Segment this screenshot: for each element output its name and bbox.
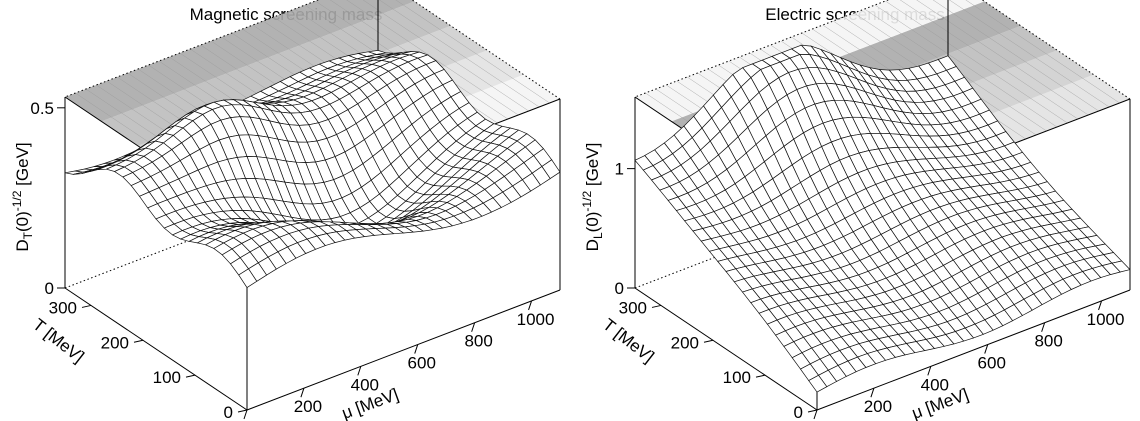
y-tick-mark [807, 409, 818, 413]
x-tick-label: 1000 [517, 310, 555, 329]
z-label-base: D [13, 239, 32, 251]
projection-grid-line [885, 0, 1068, 124]
electric-surface-plot: Electric screening mass02004006008001000… [580, 0, 1131, 421]
mesh-cell [238, 268, 258, 289]
y-axis-label: T [MeV] [599, 315, 657, 366]
surface-mesh [634, 44, 1131, 393]
y-axis-label: T [MeV] [29, 315, 87, 366]
y-tick-label: 0 [794, 403, 803, 421]
x-tick-mark [813, 409, 818, 420]
z-axis-label: DT(0)-1/2 [GeV] [10, 142, 35, 251]
x-tick-label: 600 [408, 354, 436, 373]
x-tick-mark [471, 322, 476, 332]
x-tick-label: 0 [246, 419, 255, 421]
magnetic-surface-plot: Magnetic screening mass02004006008001000… [10, 0, 561, 421]
projection-grid-line [395, 0, 550, 104]
magnetic-chart-panel: Magnetic screening mass02004006008001000… [10, 0, 561, 421]
x-tick-label: 200 [864, 397, 892, 416]
x-tick-mark [984, 344, 989, 354]
projection-grid-line [949, 0, 1110, 108]
y-tick-label: 300 [49, 298, 77, 317]
x-tick-mark [414, 344, 419, 354]
projection-grid-line [874, 4, 1058, 128]
x-tick-label: 400 [921, 375, 949, 394]
y-tick-label: 100 [153, 368, 181, 387]
box-edge-hidden [981, 0, 1131, 100]
x-tick-mark [357, 366, 362, 376]
z-tick-label: 0 [45, 279, 54, 298]
z-label-unit: [GeV] [13, 142, 32, 190]
projection-band [65, 0, 415, 122]
z-tick-label: 0.5 [30, 99, 54, 118]
projection-grid-line [379, 0, 540, 108]
y-tick-label: 0 [224, 403, 233, 421]
z-label-unit: [GeV] [583, 143, 602, 191]
z-axis-label: DL(0)-1/2 [GeV] [580, 143, 605, 252]
x-tick-mark [927, 366, 932, 376]
z-label-sup: -1/2 [580, 191, 594, 212]
y-tick-mark [81, 304, 92, 308]
box-edge [816, 289, 1131, 411]
z-label-base: D [583, 239, 602, 251]
projection-grid-line [965, 0, 1120, 104]
box-edge [64, 287, 248, 411]
projection-grid-line [362, 0, 529, 112]
mesh-cell [808, 374, 828, 393]
y-tick-label: 200 [671, 333, 699, 352]
y-tick-mark [237, 409, 248, 413]
z-label-sup: -1/2 [10, 190, 24, 211]
x-tick-mark [243, 409, 248, 420]
projection-grid-line [346, 0, 519, 116]
box-edge-hidden [411, 0, 561, 100]
x-tick-label: 600 [978, 354, 1006, 373]
z-label-sub: T [21, 231, 35, 239]
y-tick-label: 300 [619, 298, 647, 317]
x-tick-label: 0 [816, 419, 825, 421]
y-tick-mark [703, 339, 714, 343]
projection-grid-line [916, 0, 1089, 116]
x-tick-mark [300, 388, 305, 398]
x-tick-label: 400 [351, 375, 379, 394]
z-label-paren: (0) [13, 211, 32, 232]
projection-grid-line [932, 0, 1099, 112]
y-tick-mark [651, 304, 662, 308]
surface-mesh [64, 50, 561, 289]
x-tick-label: 800 [1034, 332, 1062, 351]
y-tick-mark [755, 374, 766, 378]
y-tick-mark [185, 374, 196, 378]
box-edge [246, 289, 561, 411]
z-label-sub: L [591, 232, 605, 239]
projection-grid-line [899, 0, 1078, 120]
x-tick-label: 1000 [1087, 310, 1125, 329]
box-edge [634, 287, 818, 411]
y-tick-label: 100 [723, 368, 751, 387]
z-label-paren: (0) [583, 212, 602, 233]
x-tick-mark [1041, 322, 1046, 332]
y-tick-mark [133, 339, 144, 343]
x-tick-mark [870, 388, 875, 398]
electric-chart-panel: Electric screening mass02004006008001000… [570, 0, 1140, 421]
y-tick-label: 200 [101, 333, 129, 352]
x-tick-mark [528, 300, 533, 311]
z-tick-label: 1 [615, 160, 624, 179]
x-tick-mark [1098, 300, 1103, 311]
x-tick-label: 200 [294, 397, 322, 416]
z-tick-label: 0 [615, 279, 624, 298]
x-tick-label: 800 [464, 332, 492, 351]
